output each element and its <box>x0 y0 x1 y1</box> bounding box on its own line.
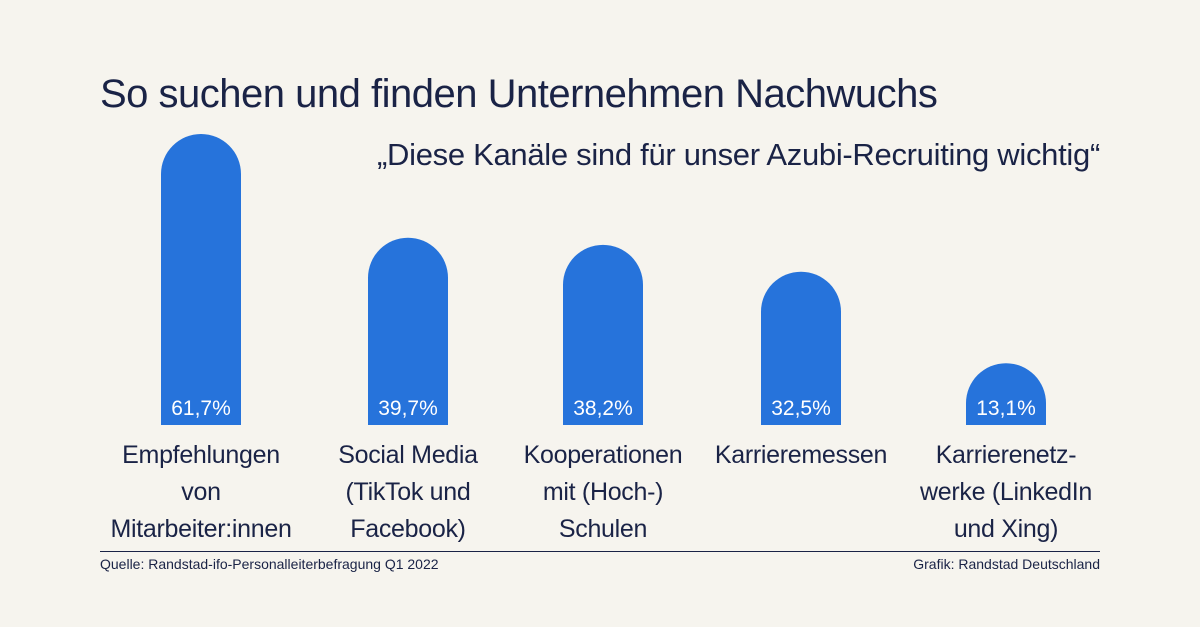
footer-divider <box>100 551 1100 552</box>
graphic-credit: Grafik: Randstad Deutschland <box>913 556 1100 572</box>
source-note: Quelle: Randstad-ifo-Personalleiterbefra… <box>100 556 439 572</box>
category-label-3: Kooperationen mit (Hoch-) Schulen <box>523 441 683 543</box>
bar-value-label-5: 13,1% <box>976 397 1036 420</box>
category-label-2: Social Media (TikTok und Facebook) <box>338 441 478 543</box>
category-label-4: Karrieremessen <box>714 441 888 469</box>
category-label-1: Empfehlungen von Mitarbeiter:innen <box>110 441 292 543</box>
bar-value-label-4: 32,5% <box>771 397 831 420</box>
bar-5 <box>966 363 1046 425</box>
bar-value-label-1: 61,7% <box>171 397 231 420</box>
chart-title: So suchen und finden Unternehmen Nachwuc… <box>100 72 938 116</box>
bar-1 <box>161 134 241 425</box>
category-label-5: Karrierenetz- werke (LinkedIn und Xing) <box>920 441 1092 543</box>
chart-subtitle: „Diese Kanäle sind für unser Azubi-Recru… <box>377 137 1100 172</box>
bar-value-label-3: 38,2% <box>573 397 633 420</box>
bar-value-label-2: 39,7% <box>378 397 438 420</box>
bar-2 <box>368 237 448 425</box>
bar-3 <box>563 244 643 425</box>
bar-4 <box>761 271 841 425</box>
